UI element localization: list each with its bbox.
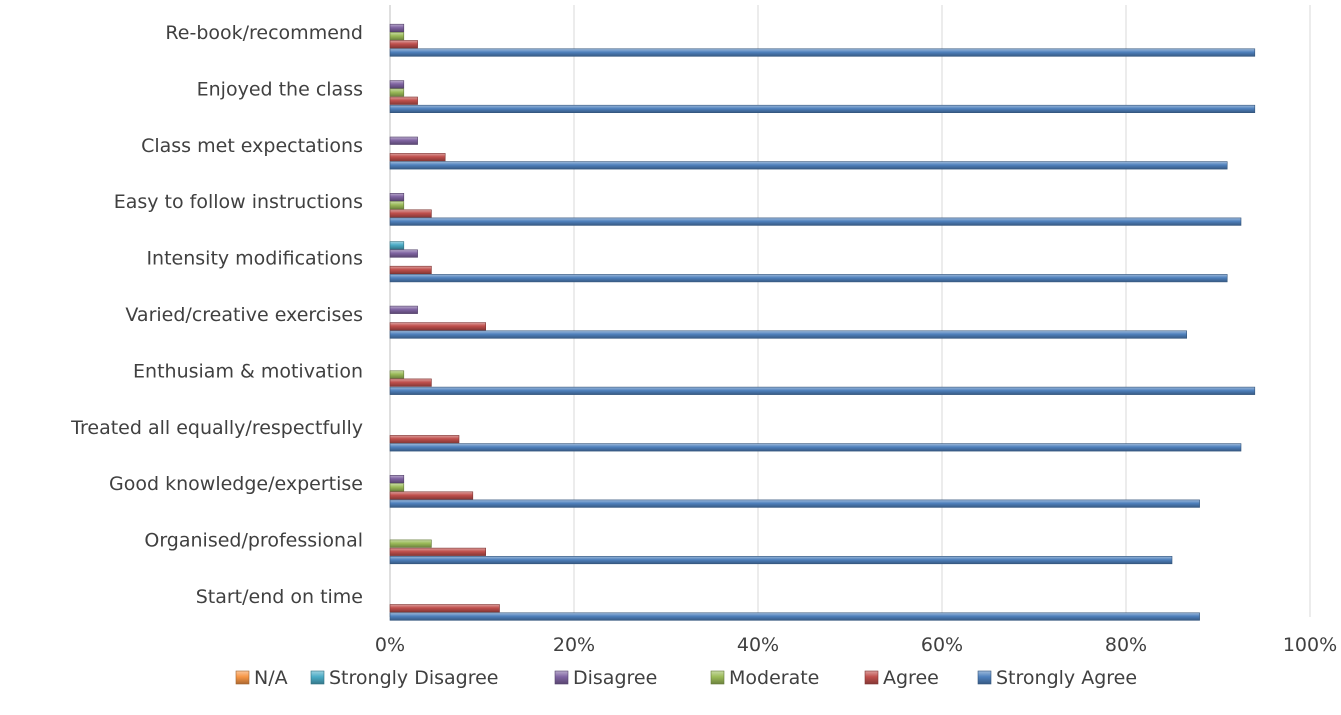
bar-agree	[389, 491, 474, 500]
bar-agree	[389, 378, 432, 387]
bar-agree	[389, 604, 500, 613]
bar-disagree	[389, 193, 405, 202]
legend-swatch	[310, 670, 325, 685]
bar-agree	[389, 265, 432, 275]
vertical-gridlines	[389, 5, 1311, 617]
bar-disagree	[389, 305, 418, 314]
category-label: Good knowledge/expertise	[109, 473, 363, 495]
category-label: Enthusiam & motivation	[133, 360, 363, 382]
legend-swatch	[235, 670, 250, 685]
bar-moderate	[389, 32, 405, 41]
bar-agree	[389, 435, 460, 444]
bar-strongly-agree	[389, 386, 1256, 395]
legend-label: N/A	[254, 667, 288, 689]
category-label: Varied/creative exercises	[125, 304, 363, 326]
bar-disagree	[389, 249, 418, 258]
category-labels: Re-book/recommend Enjoyed the class Class …	[70, 22, 363, 608]
bar-agree	[389, 209, 432, 218]
bar-strongly-agree	[389, 161, 1228, 170]
legend-swatch	[864, 670, 879, 685]
bar-strongly-agree	[389, 443, 1242, 452]
bar-moderate	[389, 483, 405, 492]
bar-strongly-agree	[389, 499, 1200, 508]
bar-strongly-agree	[389, 48, 1256, 57]
bar-disagree	[389, 136, 418, 145]
bar-strongly-agree	[389, 104, 1256, 113]
bar-moderate	[389, 539, 432, 548]
bar-agree	[389, 96, 418, 105]
legend-swatch	[554, 670, 569, 685]
category-label: Enjoyed the class	[197, 78, 363, 100]
x-axis-tick-labels: 0% 20% 40% 60% 80% 100%	[375, 634, 1337, 656]
bar-strongly-agree	[389, 274, 1228, 283]
bar-strongly-agree	[389, 555, 1173, 565]
legend-label: Disagree	[573, 667, 657, 689]
x-tick-label: 60%	[921, 634, 963, 656]
category-label: Easy to follow instructions	[114, 191, 363, 213]
bar-agree	[389, 547, 486, 556]
legend-item-strongly-agree: Strongly Agree	[977, 667, 1137, 689]
x-tick-label: 80%	[1105, 634, 1147, 656]
category-label: Class met expectations	[141, 135, 363, 157]
category-label: Treated all equally/respectfully	[70, 417, 363, 439]
legend-item-agree: Agree	[864, 667, 939, 689]
category-label: Re-book/recommend	[165, 22, 363, 44]
bar-strongly-agree	[389, 217, 1242, 226]
legend-label: Agree	[883, 667, 939, 689]
bar-agree	[389, 322, 486, 331]
bar-agree	[389, 40, 418, 49]
legend-label: Strongly Agree	[996, 667, 1137, 689]
bar-moderate	[389, 370, 405, 379]
x-tick-label: 100%	[1283, 634, 1337, 656]
legend: N/A Strongly Disagree Disagree Moderate Agre…	[235, 667, 1137, 689]
legend-label: Moderate	[729, 667, 819, 689]
bars	[389, 23, 1256, 621]
x-tick-label: 20%	[553, 634, 595, 656]
bar-agree	[389, 153, 446, 162]
bar-disagree	[389, 474, 405, 484]
bar-moderate	[389, 88, 405, 97]
legend-item-strongly-disagree: Strongly Disagree	[310, 667, 498, 689]
bar-disagree	[389, 80, 405, 89]
x-tick-label: 0%	[375, 634, 405, 656]
category-label: Intensity modifications	[146, 248, 363, 270]
legend-item-disagree: Disagree	[554, 667, 657, 689]
bar-strongly-agree	[389, 330, 1188, 339]
legend-swatch	[710, 670, 725, 685]
bar-disagree	[389, 23, 405, 33]
legend-swatch	[977, 670, 992, 685]
legend-item-n-a: N/A	[235, 667, 288, 689]
x-tick-label: 40%	[737, 634, 779, 656]
bar-strongly-disagree	[389, 241, 405, 250]
bar-moderate	[389, 201, 405, 210]
legend-label: Strongly Disagree	[329, 667, 498, 689]
category-label: Organised/professional	[144, 530, 363, 552]
bar-strongly-agree	[389, 612, 1200, 621]
legend-item-moderate: Moderate	[710, 667, 819, 689]
category-label: Start/end on time	[196, 586, 363, 608]
